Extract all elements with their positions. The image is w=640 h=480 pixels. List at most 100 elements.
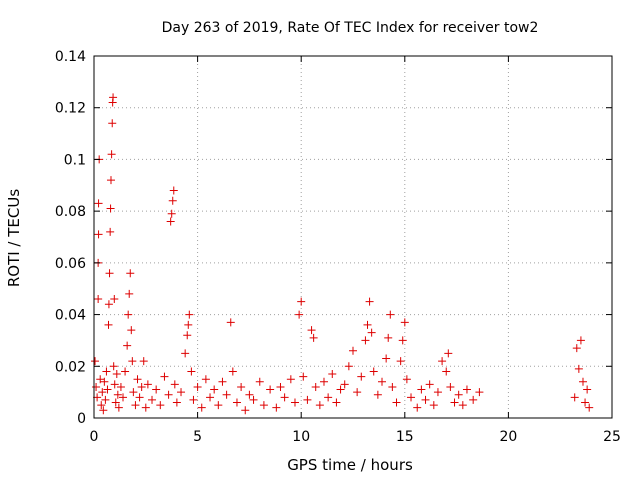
data-point (126, 269, 135, 278)
data-point (276, 382, 285, 391)
data-point (421, 395, 430, 404)
data-point (177, 388, 186, 397)
data-point (469, 395, 478, 404)
data-point (578, 377, 587, 386)
data-point (425, 380, 434, 389)
data-point (129, 388, 138, 397)
data-point (309, 333, 318, 342)
data-point (369, 367, 378, 376)
data-point (156, 401, 165, 410)
data-point (172, 398, 181, 407)
data-point (110, 295, 119, 304)
data-point (576, 336, 585, 345)
data-point (328, 370, 337, 379)
y-tick-label: 0.06 (55, 256, 86, 272)
data-point (94, 295, 103, 304)
y-tick-label: 0.14 (55, 49, 86, 65)
data-point (103, 385, 112, 394)
y-tick-label: 0.02 (55, 359, 86, 375)
data-point (344, 362, 353, 371)
data-point (106, 176, 115, 185)
data-point (433, 388, 442, 397)
data-point (124, 310, 133, 319)
data-point (363, 320, 372, 329)
data-point (116, 382, 125, 391)
y-tick-label: 0.12 (55, 101, 86, 117)
data-point (96, 375, 105, 384)
data-point (197, 403, 206, 412)
data-point (444, 349, 453, 358)
data-point (446, 382, 455, 391)
data-point (184, 320, 193, 329)
data-point (166, 217, 175, 226)
data-point (454, 390, 463, 399)
data-point (222, 390, 231, 399)
data-point (299, 372, 308, 381)
data-point (290, 398, 299, 407)
data-point (570, 393, 579, 402)
data-point (295, 310, 304, 319)
data-point (152, 385, 161, 394)
data-point (91, 357, 100, 366)
data-point (365, 297, 374, 306)
data-point (388, 382, 397, 391)
data-point (286, 375, 295, 384)
data-point (280, 393, 289, 402)
y-axis-title: ROTI / TECUs (5, 189, 23, 287)
x-axis-title: GPS time / hours (287, 456, 413, 474)
data-point (160, 372, 169, 381)
data-point (218, 377, 227, 386)
data-point (384, 333, 393, 342)
data-point (92, 382, 101, 391)
data-point (141, 403, 150, 412)
data-point (259, 401, 268, 410)
data-point (361, 336, 370, 345)
axis-ticks: 0 5 10 15 20 25 0 0.02 0.04 0.06 0.08 0.1 0.12 0.14 (55, 49, 621, 445)
data-point (201, 375, 210, 384)
data-point (189, 395, 198, 404)
data-point (167, 209, 176, 218)
data-point (102, 367, 111, 376)
x-tick-label: 10 (292, 429, 310, 445)
data-point (101, 395, 110, 404)
data-point (581, 398, 590, 407)
data-point (110, 380, 119, 389)
data-point (125, 289, 134, 298)
data-point (169, 186, 178, 195)
data-point (106, 204, 115, 213)
data-point (187, 367, 196, 376)
data-points (91, 93, 594, 415)
data-point (272, 403, 281, 412)
data-point (367, 328, 376, 337)
data-point (429, 401, 438, 410)
data-point (336, 385, 345, 394)
data-point (113, 390, 122, 399)
data-point (413, 403, 422, 412)
data-point (121, 367, 130, 376)
data-point (307, 326, 316, 335)
data-point (100, 377, 109, 386)
data-point (114, 403, 123, 412)
data-point (94, 230, 103, 239)
data-point (104, 320, 113, 329)
data-point (378, 377, 387, 386)
data-point (106, 227, 115, 236)
data-point (109, 362, 118, 371)
data-point (266, 385, 275, 394)
data-point (139, 357, 148, 366)
data-point (206, 393, 215, 402)
data-point (398, 336, 407, 345)
data-point (183, 331, 192, 340)
data-point (353, 388, 362, 397)
data-point (392, 398, 401, 407)
data-point (237, 382, 246, 391)
x-tick-label: 20 (499, 429, 517, 445)
grid-lines (94, 56, 612, 418)
data-point (119, 393, 128, 402)
data-point (442, 367, 451, 376)
data-point (311, 382, 320, 391)
data-point (572, 344, 581, 353)
data-point (438, 357, 447, 366)
chart-title: Day 263 of 2019, Rate Of TEC Index for r… (162, 20, 539, 36)
